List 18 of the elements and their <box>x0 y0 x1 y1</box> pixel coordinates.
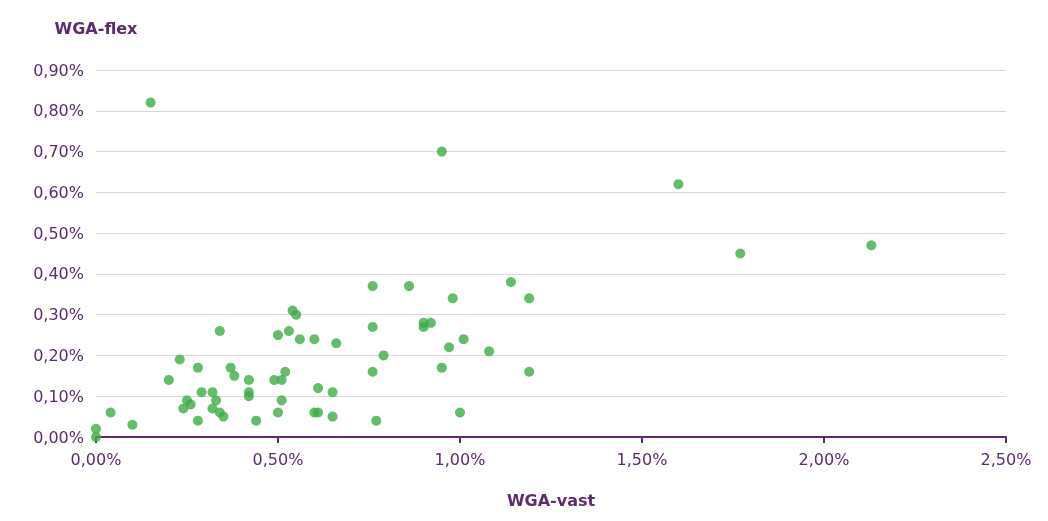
y-tick-label: 0,70% <box>33 142 84 162</box>
y-tick-label: 0,20% <box>33 345 84 365</box>
x-tick-label: 0,50% <box>252 449 304 469</box>
y-tick-label: 0,90% <box>33 60 84 80</box>
x-tick-label: 0,00% <box>70 449 122 469</box>
x-tick-label: 1,50% <box>616 449 668 469</box>
y-tick-label: 0,50% <box>33 223 84 243</box>
y-tick-label: 0,30% <box>33 305 84 325</box>
y-tick-label: 0,40% <box>33 264 84 284</box>
x-axis-title: WGA-vast <box>506 490 596 510</box>
x-tick-label: 2,50% <box>980 449 1032 469</box>
x-tick-label: 1,00% <box>434 449 486 469</box>
y-tick-label: 0,80% <box>33 101 84 121</box>
x-tick-label: 2,00% <box>798 449 850 469</box>
y-tick-label: 0,10% <box>33 386 84 406</box>
y-tick-label: 0,60% <box>33 182 84 202</box>
y-axis-title: WGA-flex <box>54 18 139 38</box>
y-tick-label: 0,00% <box>33 427 84 447</box>
